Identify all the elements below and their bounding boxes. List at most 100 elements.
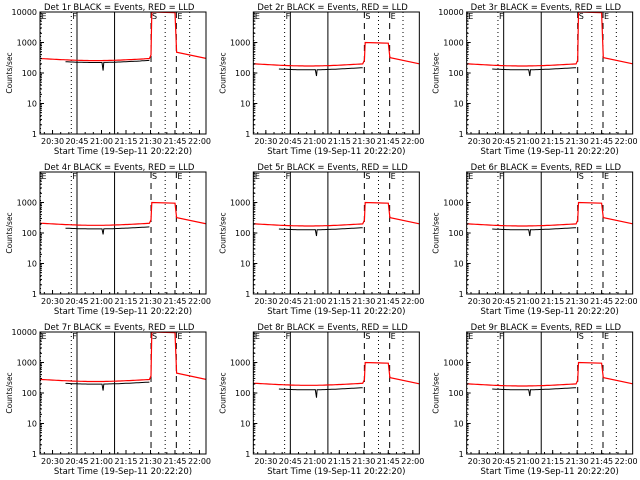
y-tick-label: 10: [27, 420, 37, 429]
x-tick-label: 20:45: [279, 137, 302, 146]
plot-frame: [466, 331, 634, 455]
marker-label: S: [152, 332, 157, 341]
x-tick-label: 20:30: [41, 297, 64, 306]
marker-label: E: [468, 172, 473, 181]
x-tick-label: 21:15: [114, 297, 137, 306]
x-tick-label: 21:00: [517, 457, 540, 466]
marker-label: E: [42, 172, 47, 181]
y-tick-label: 100: [235, 69, 250, 78]
lld-series: [466, 201, 633, 227]
y-tick-label: 1000: [17, 199, 37, 208]
x-tick-label: 20:30: [468, 297, 491, 306]
x-tick-label: 21:45: [377, 457, 400, 466]
events-series: [492, 387, 577, 397]
x-tick-label: 21:30: [566, 297, 589, 306]
x-tick-label: 21:00: [517, 297, 540, 306]
lld-series: [466, 12, 633, 67]
x-tick-label: 22:00: [615, 137, 638, 146]
y-tick-label: 1000: [230, 199, 250, 208]
panel-title: Det 8r BLACK = Events, RED = LLD: [257, 323, 408, 333]
x-tick-label: 20:30: [468, 457, 491, 466]
marker-label: E: [177, 12, 182, 21]
x-tick-label: 21:30: [352, 457, 375, 466]
marker-label: E: [42, 12, 47, 21]
x-tick-label: 20:45: [65, 297, 88, 306]
x-tick-label: 20:45: [279, 297, 302, 306]
y-tick-label: 10: [240, 260, 250, 269]
events-series: [492, 227, 577, 237]
x-tick-label: 20:45: [492, 457, 515, 466]
x-tick-label: 21:00: [303, 297, 326, 306]
plot-area: [40, 12, 206, 134]
y-axis-label: Counts/sec: [5, 52, 14, 93]
x-tick-label: 22:00: [615, 297, 638, 306]
plot-frame: [39, 171, 207, 295]
y-axis-label: Counts/sec: [218, 212, 227, 253]
lld-series: [253, 41, 420, 67]
panel-title: Det 6r BLACK = Events, RED = LLD: [471, 163, 622, 173]
plot-area: [40, 172, 206, 294]
y-tick-label: 100: [448, 229, 463, 238]
x-tick-label: 20:45: [492, 297, 515, 306]
x-tick-label: 22:00: [188, 457, 211, 466]
x-axis-label: Start Time (19-Sep-11 20:22:20): [54, 467, 192, 477]
x-tick-label: 21:30: [566, 457, 589, 466]
marker-label: S: [152, 12, 157, 21]
marker-label: E: [255, 12, 260, 21]
plot-area: [253, 12, 420, 134]
marker-label: F: [499, 12, 504, 21]
x-tick-label: 20:30: [468, 137, 491, 146]
marker-label: E: [604, 172, 609, 181]
y-tick-label: 100: [448, 389, 463, 398]
x-tick-label: 21:30: [352, 297, 375, 306]
x-tick-label: 20:30: [41, 457, 64, 466]
y-axis-label: Counts/sec: [5, 372, 14, 413]
events-series: [65, 226, 150, 235]
marker-label: F: [72, 332, 77, 341]
x-tick-label: 21:45: [377, 137, 400, 146]
x-tick-label: 21:15: [328, 137, 351, 146]
x-tick-label: 21:45: [590, 137, 613, 146]
y-axis-label: Counts/sec: [432, 372, 441, 413]
marker-label: E: [177, 332, 182, 341]
x-tick-label: 21:45: [590, 457, 613, 466]
plot-frame: [252, 171, 420, 295]
plot-area: [253, 172, 420, 294]
x-tick-label: 20:30: [254, 137, 277, 146]
plot-frame: [39, 331, 207, 455]
x-tick-label: 21:30: [139, 297, 162, 306]
plot-area: [466, 172, 633, 294]
y-tick-label: 10: [453, 420, 463, 429]
x-tick-label: 21:15: [114, 457, 137, 466]
y-tick-label: 1: [459, 450, 464, 459]
events-series: [65, 59, 150, 71]
x-tick-label: 22:00: [401, 137, 424, 146]
marker-label: E: [42, 332, 47, 341]
x-axis-label: Start Time (19-Sep-11 20:22:20): [481, 147, 619, 157]
marker-label: E: [468, 12, 473, 21]
x-tick-label: 21:45: [590, 297, 613, 306]
lld-series: [40, 12, 206, 62]
x-tick-label: 21:45: [163, 297, 186, 306]
x-tick-label: 20:30: [41, 137, 64, 146]
panel-title: Det 7r BLACK = Events, RED = LLD: [44, 323, 195, 333]
x-axis-label: Start Time (19-Sep-11 20:22:20): [267, 307, 405, 317]
marker-label: F: [286, 12, 291, 21]
plot-area: [253, 332, 420, 454]
y-tick-label: 1: [245, 290, 250, 299]
y-tick-label: 1: [32, 130, 37, 139]
marker-label: E: [391, 172, 396, 181]
x-tick-label: 21:00: [517, 137, 540, 146]
marker-label: S: [365, 12, 370, 21]
x-tick-label: 21:30: [139, 137, 162, 146]
x-tick-label: 22:00: [188, 137, 211, 146]
panel-title: Det 2r BLACK = Events, RED = LLD: [257, 3, 408, 13]
